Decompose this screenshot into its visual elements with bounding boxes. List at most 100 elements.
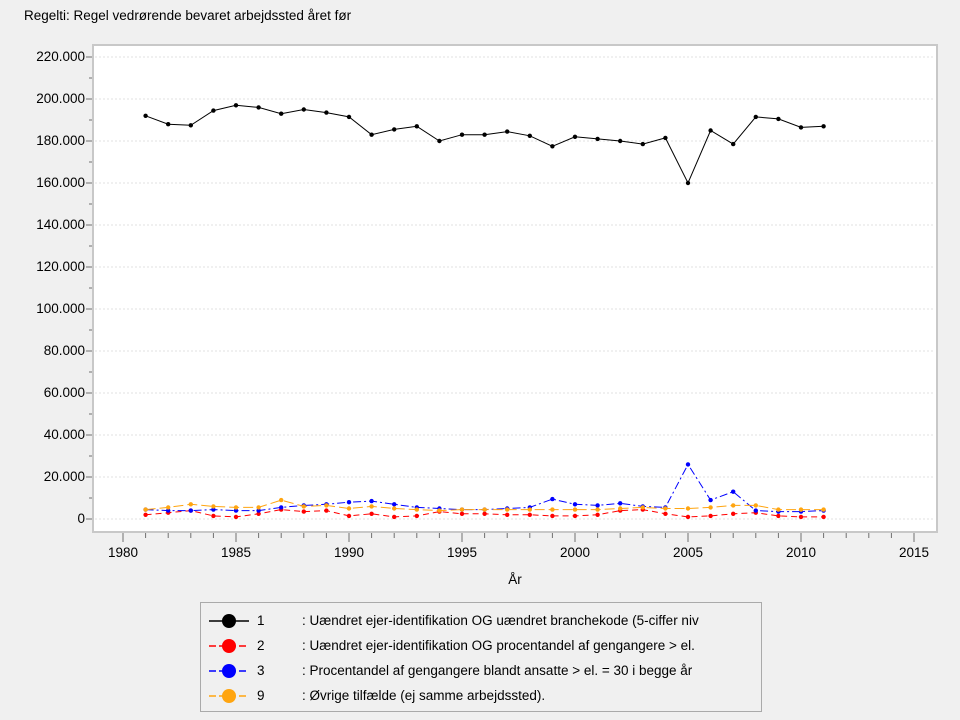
data-point [256, 508, 261, 513]
data-point [211, 504, 216, 509]
data-point [595, 136, 600, 142]
data-point [663, 135, 668, 141]
data-point [798, 125, 804, 130]
legend-marker-icon [209, 688, 249, 703]
x-tick-label: 1995 [446, 545, 478, 560]
legend-item: 3: Procentandel af gengangere blandt ans… [209, 658, 761, 683]
chart-title: Regelti: Regel vedrørende bevaret arbejd… [24, 8, 352, 23]
data-point [324, 508, 329, 513]
y-tick-label: 40.000 [43, 427, 85, 442]
data-point [233, 103, 239, 108]
data-point [143, 507, 148, 512]
data-point [188, 502, 193, 507]
data-point [346, 500, 352, 505]
data-point [233, 514, 239, 520]
data-point [256, 505, 261, 510]
data-point [301, 107, 306, 112]
legend-series-label: : Øvrige tilfælde (ej samme arbejdssted)… [302, 688, 546, 703]
data-point [188, 123, 193, 128]
legend-item: 1: Uændret ejer-identifikation OG uændre… [209, 608, 761, 633]
data-point [392, 506, 397, 511]
data-point [505, 512, 510, 517]
data-point [776, 116, 781, 122]
data-point [414, 507, 419, 512]
x-axis-label: År [508, 572, 522, 587]
legend-series-id: 2 [257, 638, 265, 653]
data-point [482, 511, 487, 516]
data-point [618, 506, 623, 511]
data-point [550, 144, 555, 149]
y-tick-label: 100.000 [36, 301, 85, 316]
y-tick-label: 180.000 [36, 133, 85, 148]
data-point [821, 514, 826, 520]
data-point [256, 105, 261, 110]
data-point [459, 511, 465, 516]
data-point [143, 512, 148, 517]
legend-item: 9: Øvrige tilfælde (ej samme arbejdssted… [209, 683, 761, 708]
data-point [392, 502, 397, 507]
data-point [708, 128, 713, 133]
data-point [482, 132, 487, 137]
plot-area [86, 44, 938, 542]
data-point [731, 511, 736, 516]
data-point [595, 512, 600, 517]
data-point [550, 507, 555, 512]
data-point [301, 509, 306, 514]
data-point [572, 507, 578, 512]
data-point [731, 141, 736, 147]
data-point [459, 507, 465, 512]
y-tick-label: 160.000 [36, 175, 85, 190]
data-point [550, 513, 555, 519]
data-point [527, 133, 532, 138]
data-point [505, 507, 510, 512]
data-point [595, 503, 600, 508]
data-point [753, 508, 758, 513]
data-point [572, 502, 578, 507]
y-tick-label: 60.000 [43, 385, 85, 400]
x-tick-label: 1985 [220, 545, 252, 560]
data-point [437, 138, 442, 144]
x-tick-label: 1990 [333, 545, 365, 560]
data-point [233, 505, 239, 510]
legend-marker-icon [209, 613, 249, 628]
data-point [663, 511, 668, 516]
data-point [708, 497, 713, 503]
data-point [143, 113, 148, 119]
data-point [776, 507, 781, 512]
data-point [346, 114, 352, 120]
data-point [482, 507, 487, 512]
data-point [572, 134, 578, 139]
x-tick-label: 2000 [559, 545, 591, 560]
data-point [346, 513, 352, 519]
data-point [211, 507, 216, 512]
data-point [369, 132, 374, 137]
data-point [233, 508, 239, 513]
data-point [753, 114, 758, 120]
data-point [618, 501, 623, 506]
data-point [753, 503, 758, 508]
data-point [166, 122, 171, 127]
data-point [414, 513, 419, 519]
data-point [708, 513, 713, 519]
x-tick-label: 2015 [898, 545, 930, 560]
data-point [166, 505, 171, 510]
data-point [279, 111, 284, 116]
data-point [731, 489, 736, 494]
data-point [256, 511, 261, 516]
data-point [279, 497, 284, 503]
legend-series-label: : Uændret ejer-identifikation OG uændret… [302, 613, 699, 628]
data-point [685, 506, 691, 511]
legend: 1: Uændret ejer-identifikation OG uændre… [200, 602, 762, 712]
data-point [369, 511, 374, 516]
y-tick-label: 200.000 [36, 91, 85, 106]
legend-marker-icon [209, 663, 249, 678]
x-tick-label: 2010 [785, 545, 817, 560]
data-point [821, 124, 826, 129]
y-tick-label: 80.000 [43, 343, 85, 358]
data-point [572, 513, 578, 519]
data-point [595, 507, 600, 512]
data-point [279, 505, 284, 510]
data-point [392, 127, 397, 132]
y-tick-label: 140.000 [36, 217, 85, 232]
data-point [798, 514, 804, 520]
